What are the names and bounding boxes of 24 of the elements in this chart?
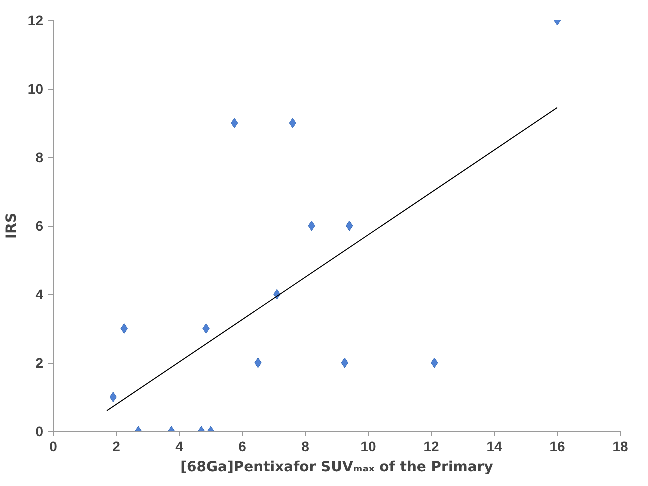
y-tick-label: 8 [36,150,44,166]
point [202,324,210,334]
x-tick-label: 10 [360,438,376,454]
x-tick-label: 18 [612,438,628,454]
y-tick-label: 2 [36,355,44,371]
point [231,118,238,128]
y-tick-label: 0 [36,424,44,440]
point [289,118,296,128]
x-tick-label: 12 [424,438,440,454]
x-tick-label: 14 [486,438,502,454]
x-tick-label: 16 [550,438,566,454]
y-tick-label: 12 [28,12,44,28]
y-tick-label: 4 [36,286,44,302]
point [120,324,128,334]
point [110,392,117,402]
y-tick-label: 10 [28,81,44,97]
x-axis-title: [68Ga]Pentixafor SUVₘₐₓ of the Primary [180,460,494,476]
x-tick-label: 0 [50,438,58,454]
x-tick-label: 4 [176,438,184,454]
x-tick-label: 8 [302,438,310,454]
y-axis-title: IRS [4,212,20,240]
y-tick-label: 6 [36,218,44,234]
x-tick-label: 2 [112,438,121,454]
x-tick-label: 6 [238,438,247,454]
